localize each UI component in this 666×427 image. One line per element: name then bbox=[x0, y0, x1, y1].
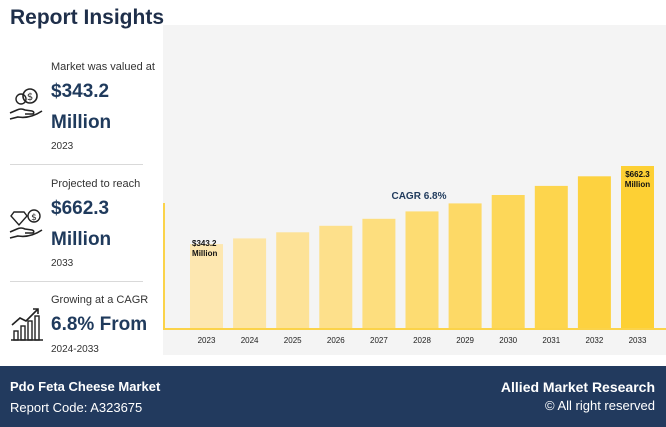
x-tick-label: 2024 bbox=[241, 336, 259, 345]
stat-cagr: Growing at a CAGR 6.8% From 2024-2033 bbox=[8, 289, 158, 359]
stat-value: $343.2 bbox=[51, 81, 110, 102]
svg-text:$: $ bbox=[27, 92, 33, 103]
stat-value: 6.8% From bbox=[51, 314, 148, 335]
stat-value: $662.3 bbox=[51, 198, 110, 219]
bar-2023 bbox=[190, 244, 223, 328]
diamond-coin-hand-icon: $ bbox=[9, 209, 43, 239]
copyright: © All right reserved bbox=[544, 398, 655, 413]
brand-name: Allied Market Research bbox=[500, 379, 655, 395]
x-tick-label: 2030 bbox=[499, 336, 517, 345]
x-tick-label: 2032 bbox=[586, 336, 604, 345]
divider bbox=[10, 164, 143, 165]
x-tick-label: 2029 bbox=[456, 336, 474, 345]
page-title: Report Insights bbox=[10, 6, 165, 29]
bar-2026 bbox=[319, 225, 353, 328]
data-label-end-unit: Million bbox=[625, 180, 650, 189]
bar-2033 bbox=[621, 166, 654, 328]
stat-value-unit: Million bbox=[51, 229, 112, 250]
bar-2027 bbox=[362, 218, 396, 328]
bar-chart: 2023 2024 2025 2026 2027 2028 2029 2030 2031 2032… bbox=[163, 166, 666, 345]
x-tick-label: 2033 bbox=[629, 336, 647, 345]
divider bbox=[10, 281, 143, 282]
data-label-start: $343.2 bbox=[192, 239, 217, 248]
chart-panel: 2023 2024 2025 2026 2027 2028 2029 2030 2031 2032… bbox=[163, 25, 666, 355]
stat-caption: Projected to reach bbox=[51, 178, 141, 190]
stat-caption: Growing at a CAGR bbox=[51, 294, 149, 306]
data-label-end: $662.3 bbox=[625, 170, 650, 179]
stat-period: 2023 bbox=[51, 141, 74, 152]
x-tick-label: 2023 bbox=[198, 336, 216, 345]
x-tick-label: 2028 bbox=[413, 336, 431, 345]
stat-market-value: Market was valued at $ $343.2 Million 20… bbox=[8, 55, 158, 160]
data-label-start-unit: Million bbox=[192, 249, 217, 258]
x-tick-label: 2031 bbox=[542, 336, 560, 345]
bar-2032 bbox=[577, 176, 611, 328]
stat-projected-value: Projected to reach $ $662.3 Million 2033 bbox=[8, 172, 158, 277]
report-code: Report Code: A323675 bbox=[10, 400, 143, 415]
footer: Pdo Feta Cheese Market Report Code: A323… bbox=[0, 366, 666, 427]
stat-caption: Market was valued at bbox=[51, 61, 155, 73]
bar-2024 bbox=[233, 238, 267, 328]
money-in-hand-icon: $ bbox=[9, 88, 43, 120]
x-tick-label: 2025 bbox=[284, 336, 302, 345]
cagr-label: CAGR 6.8% bbox=[391, 191, 446, 202]
market-name: Pdo Feta Cheese Market bbox=[10, 379, 161, 394]
growth-chart-icon bbox=[11, 308, 43, 341]
stat-value-unit: Million bbox=[51, 112, 112, 133]
bar-2029 bbox=[448, 203, 482, 328]
bar-2030 bbox=[491, 195, 525, 328]
bar-2025 bbox=[276, 232, 310, 328]
svg-text:$: $ bbox=[31, 213, 37, 223]
stat-period: 2024-2033 bbox=[51, 344, 99, 355]
x-tick-label: 2027 bbox=[370, 336, 388, 345]
stat-period: 2033 bbox=[51, 258, 74, 269]
bar-2031 bbox=[534, 185, 568, 328]
x-tick-label: 2026 bbox=[327, 336, 345, 345]
bar-2028 bbox=[405, 211, 439, 328]
